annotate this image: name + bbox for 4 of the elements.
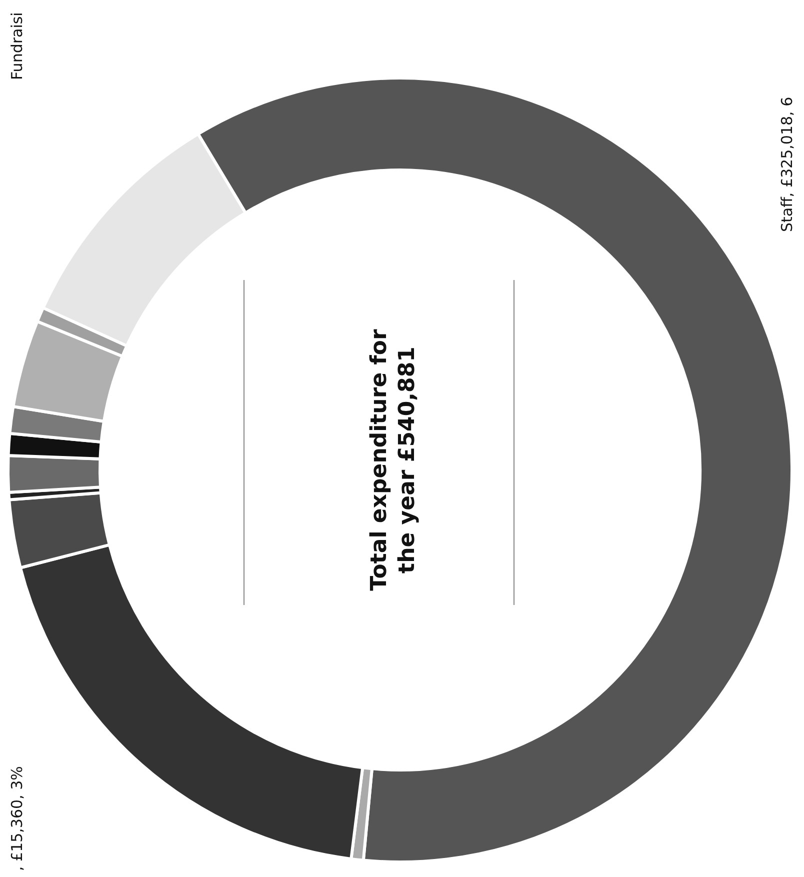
text: Staff, £325,018, 6 bbox=[778, 96, 797, 232]
text: , £15,360, 3% bbox=[8, 766, 27, 871]
text: Fundraisi bbox=[8, 12, 27, 80]
text: Total expenditure for the year £540,881 bbox=[366, 328, 420, 593]
